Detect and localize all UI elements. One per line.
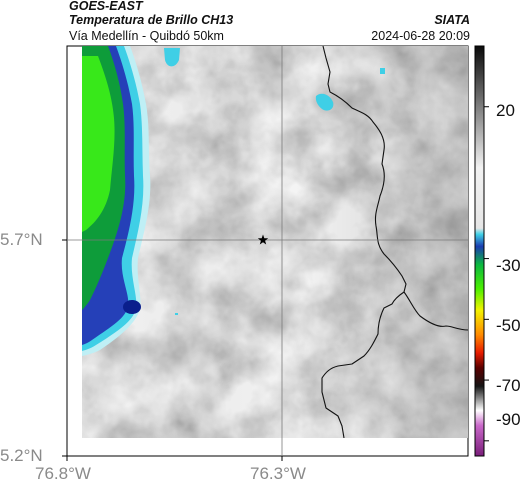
colorbar-ticks [484, 106, 489, 442]
cold-cloud-green [82, 56, 115, 232]
lon-tick-label: 76.8°W [35, 464, 91, 483]
colorbar-label: -90 [496, 410, 521, 429]
agency-label: SIATA [434, 13, 470, 27]
cold-cloud-core [123, 300, 141, 314]
lat-tick-label: 5.2°N [0, 446, 43, 465]
colorbar-label: -30 [496, 256, 521, 275]
cold-spot-small [380, 68, 385, 74]
product-title: Temperatura de Brillo CH13 [69, 13, 234, 27]
colorbar-label: -50 [496, 316, 521, 335]
colorbar [474, 45, 485, 457]
satellite-name: GOES-EAST [69, 0, 143, 13]
lat-tick-label: 5.7°N [0, 230, 43, 249]
cold-spot-east [315, 93, 334, 111]
colorbar-label: -70 [496, 376, 521, 395]
cold-spot-tiny [175, 313, 178, 315]
timestamp: 2024-06-28 20:09 [371, 29, 470, 43]
boundary-line [321, 46, 407, 438]
cold-spot-north [164, 48, 180, 67]
lon-tick-label: 76.3°W [250, 464, 306, 483]
boundary-line-east [403, 291, 468, 331]
route-subtitle: Vía Medellín - Quibdó 50km [69, 29, 224, 43]
location-star-icon [257, 234, 269, 245]
colorbar-label: 20 [496, 101, 515, 120]
